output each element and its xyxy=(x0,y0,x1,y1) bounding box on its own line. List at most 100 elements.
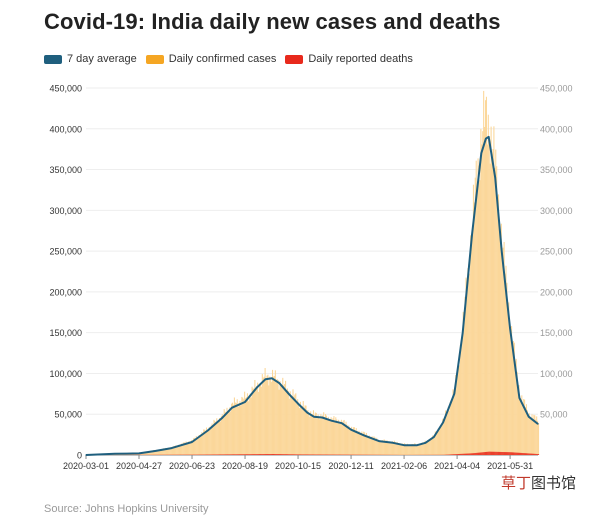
death-bar xyxy=(464,453,466,455)
case-bar xyxy=(423,442,425,455)
death-bar xyxy=(500,451,502,455)
death-bar xyxy=(457,454,459,455)
death-bar xyxy=(237,454,239,455)
death-bar xyxy=(465,453,467,455)
line-point-7-day-average xyxy=(221,417,223,419)
case-bar xyxy=(333,416,335,455)
case-bar xyxy=(214,421,216,455)
case-bar xyxy=(387,442,389,455)
death-bar xyxy=(528,453,530,455)
y-tick-label-left: 50,000 xyxy=(54,410,82,420)
case-bar xyxy=(366,435,368,455)
death-bar xyxy=(280,454,282,455)
case-bar xyxy=(276,379,278,455)
case-bar xyxy=(150,450,152,455)
case-bar xyxy=(148,451,150,455)
case-bar xyxy=(439,426,441,455)
case-bar xyxy=(471,238,473,455)
line-point-7-day-average xyxy=(350,429,352,431)
line-point-7-day-average xyxy=(518,397,520,399)
case-bar xyxy=(226,407,228,455)
death-bar xyxy=(518,452,520,455)
case-bar xyxy=(200,434,202,455)
case-bar xyxy=(533,414,535,455)
y-tick-label-right: 50,000 xyxy=(540,410,568,420)
case-bar xyxy=(360,433,362,455)
death-bar xyxy=(226,454,228,455)
case-bar xyxy=(283,385,285,455)
case-bar xyxy=(438,430,440,455)
case-bar xyxy=(407,445,409,455)
case-bar xyxy=(161,449,163,455)
y-tick-label-right: 450,000 xyxy=(540,84,573,94)
case-bar xyxy=(464,296,466,455)
legend-item-daily-reported-deaths[interactable]: Daily reported deaths xyxy=(285,53,413,65)
case-bar xyxy=(335,417,337,455)
case-bar xyxy=(459,344,461,455)
case-bar xyxy=(194,438,196,455)
case-bar xyxy=(379,441,381,455)
case-bar xyxy=(331,420,333,455)
case-bar xyxy=(172,446,174,455)
case-bar xyxy=(486,144,488,455)
case-bar xyxy=(237,406,239,455)
y-tick-label-right: 350,000 xyxy=(540,165,573,175)
death-bar xyxy=(475,452,477,455)
y-tick-label-left: 250,000 xyxy=(49,247,82,257)
case-bar xyxy=(320,414,322,455)
death-bar xyxy=(488,451,490,455)
case-bar xyxy=(492,149,494,456)
death-bar xyxy=(312,454,315,455)
death-bar xyxy=(238,454,240,455)
case-bar xyxy=(336,419,338,455)
case-bar xyxy=(264,368,266,455)
case-bar xyxy=(178,444,180,455)
case-bar xyxy=(244,391,246,455)
case-bar xyxy=(169,448,171,455)
death-bar xyxy=(532,453,534,455)
case-bar xyxy=(413,444,415,455)
case-bar xyxy=(421,442,423,455)
case-bar xyxy=(465,277,467,455)
line-point-7-day-average xyxy=(488,136,490,138)
legend-item-daily-confirmed-cases[interactable]: Daily confirmed cases xyxy=(145,53,276,65)
legend-item-7-day-average[interactable]: 7 day average xyxy=(44,53,137,65)
case-bar xyxy=(190,441,192,455)
case-bar xyxy=(203,429,205,455)
death-bar xyxy=(510,452,512,455)
case-bar xyxy=(152,450,154,455)
case-bar xyxy=(271,381,273,455)
case-bar xyxy=(391,441,394,455)
case-bar xyxy=(235,403,237,455)
case-bar xyxy=(175,445,177,455)
case-bar xyxy=(530,417,532,455)
death-bar xyxy=(452,454,454,455)
case-bar xyxy=(425,442,427,455)
case-bar xyxy=(505,265,507,455)
death-bar xyxy=(504,452,506,455)
case-bar xyxy=(424,440,426,455)
case-bar xyxy=(466,291,468,455)
death-bar xyxy=(515,452,517,455)
case-bar xyxy=(471,225,474,455)
death-bar xyxy=(529,453,531,455)
case-bar xyxy=(279,381,281,455)
case-bar xyxy=(377,440,379,455)
death-bar xyxy=(483,452,485,455)
death-bar xyxy=(245,454,248,455)
case-bar xyxy=(469,273,471,455)
line-point-7-day-average xyxy=(297,403,299,405)
death-bar xyxy=(517,452,519,455)
case-bar xyxy=(362,434,364,455)
case-bar xyxy=(520,399,522,455)
death-bar xyxy=(526,453,528,455)
death-bar xyxy=(310,454,312,455)
death-bar xyxy=(216,454,218,455)
case-bar xyxy=(343,419,345,455)
case-bar xyxy=(479,180,481,456)
death-bar xyxy=(512,452,514,455)
case-bar xyxy=(406,443,408,455)
death-bar xyxy=(275,454,277,455)
case-bar xyxy=(292,389,294,455)
